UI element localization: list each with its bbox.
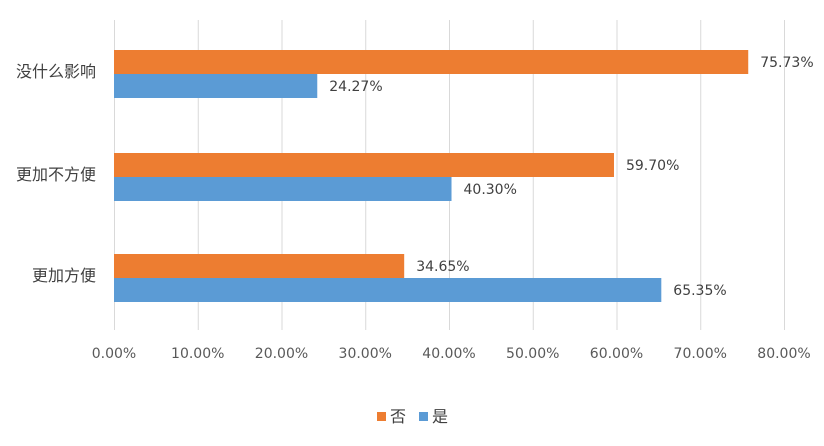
x-tick-label: 10.00% [171, 346, 224, 362]
x-tick-label: 40.00% [422, 346, 475, 362]
x-tick-label: 80.00% [757, 346, 810, 362]
legend-label: 是 [432, 407, 448, 426]
bar-是-2 [114, 278, 662, 302]
legend-swatch-0 [377, 412, 386, 421]
bar-否-0 [114, 50, 749, 74]
data-label: 59.70% [626, 158, 679, 174]
legend-label: 否 [390, 407, 406, 426]
data-label: 75.73% [760, 55, 813, 71]
bar-是-0 [114, 74, 318, 98]
legend: 否是 [377, 407, 448, 426]
bar-是-1 [114, 177, 452, 201]
legend-swatch-1 [419, 412, 428, 421]
bar-否-1 [114, 153, 614, 177]
bars [114, 50, 749, 302]
bar-否-2 [114, 254, 405, 278]
x-tick-label: 60.00% [590, 346, 643, 362]
x-tick-label: 30.00% [339, 346, 392, 362]
x-tick-label: 0.00% [92, 346, 136, 362]
data-labels: 75.73% 24.27% 59.70% 40.30% 34.65% 65.35% [329, 55, 813, 299]
data-label: 34.65% [416, 259, 469, 275]
category-label: 更加方便 [32, 266, 96, 285]
x-tick-label: 20.00% [255, 346, 308, 362]
x-tick-label: 70.00% [674, 346, 727, 362]
category-label: 更加不方便 [16, 165, 96, 184]
data-label: 40.30% [464, 182, 517, 198]
x-tick-labels: 0.00% 10.00% 20.00% 30.00% 40.00% 50.00% 60.00… [92, 346, 811, 362]
x-tick-label: 50.00% [506, 346, 559, 362]
data-label: 65.35% [673, 283, 726, 299]
data-label: 24.27% [329, 79, 382, 95]
category-label: 没什么影响 [16, 62, 96, 81]
